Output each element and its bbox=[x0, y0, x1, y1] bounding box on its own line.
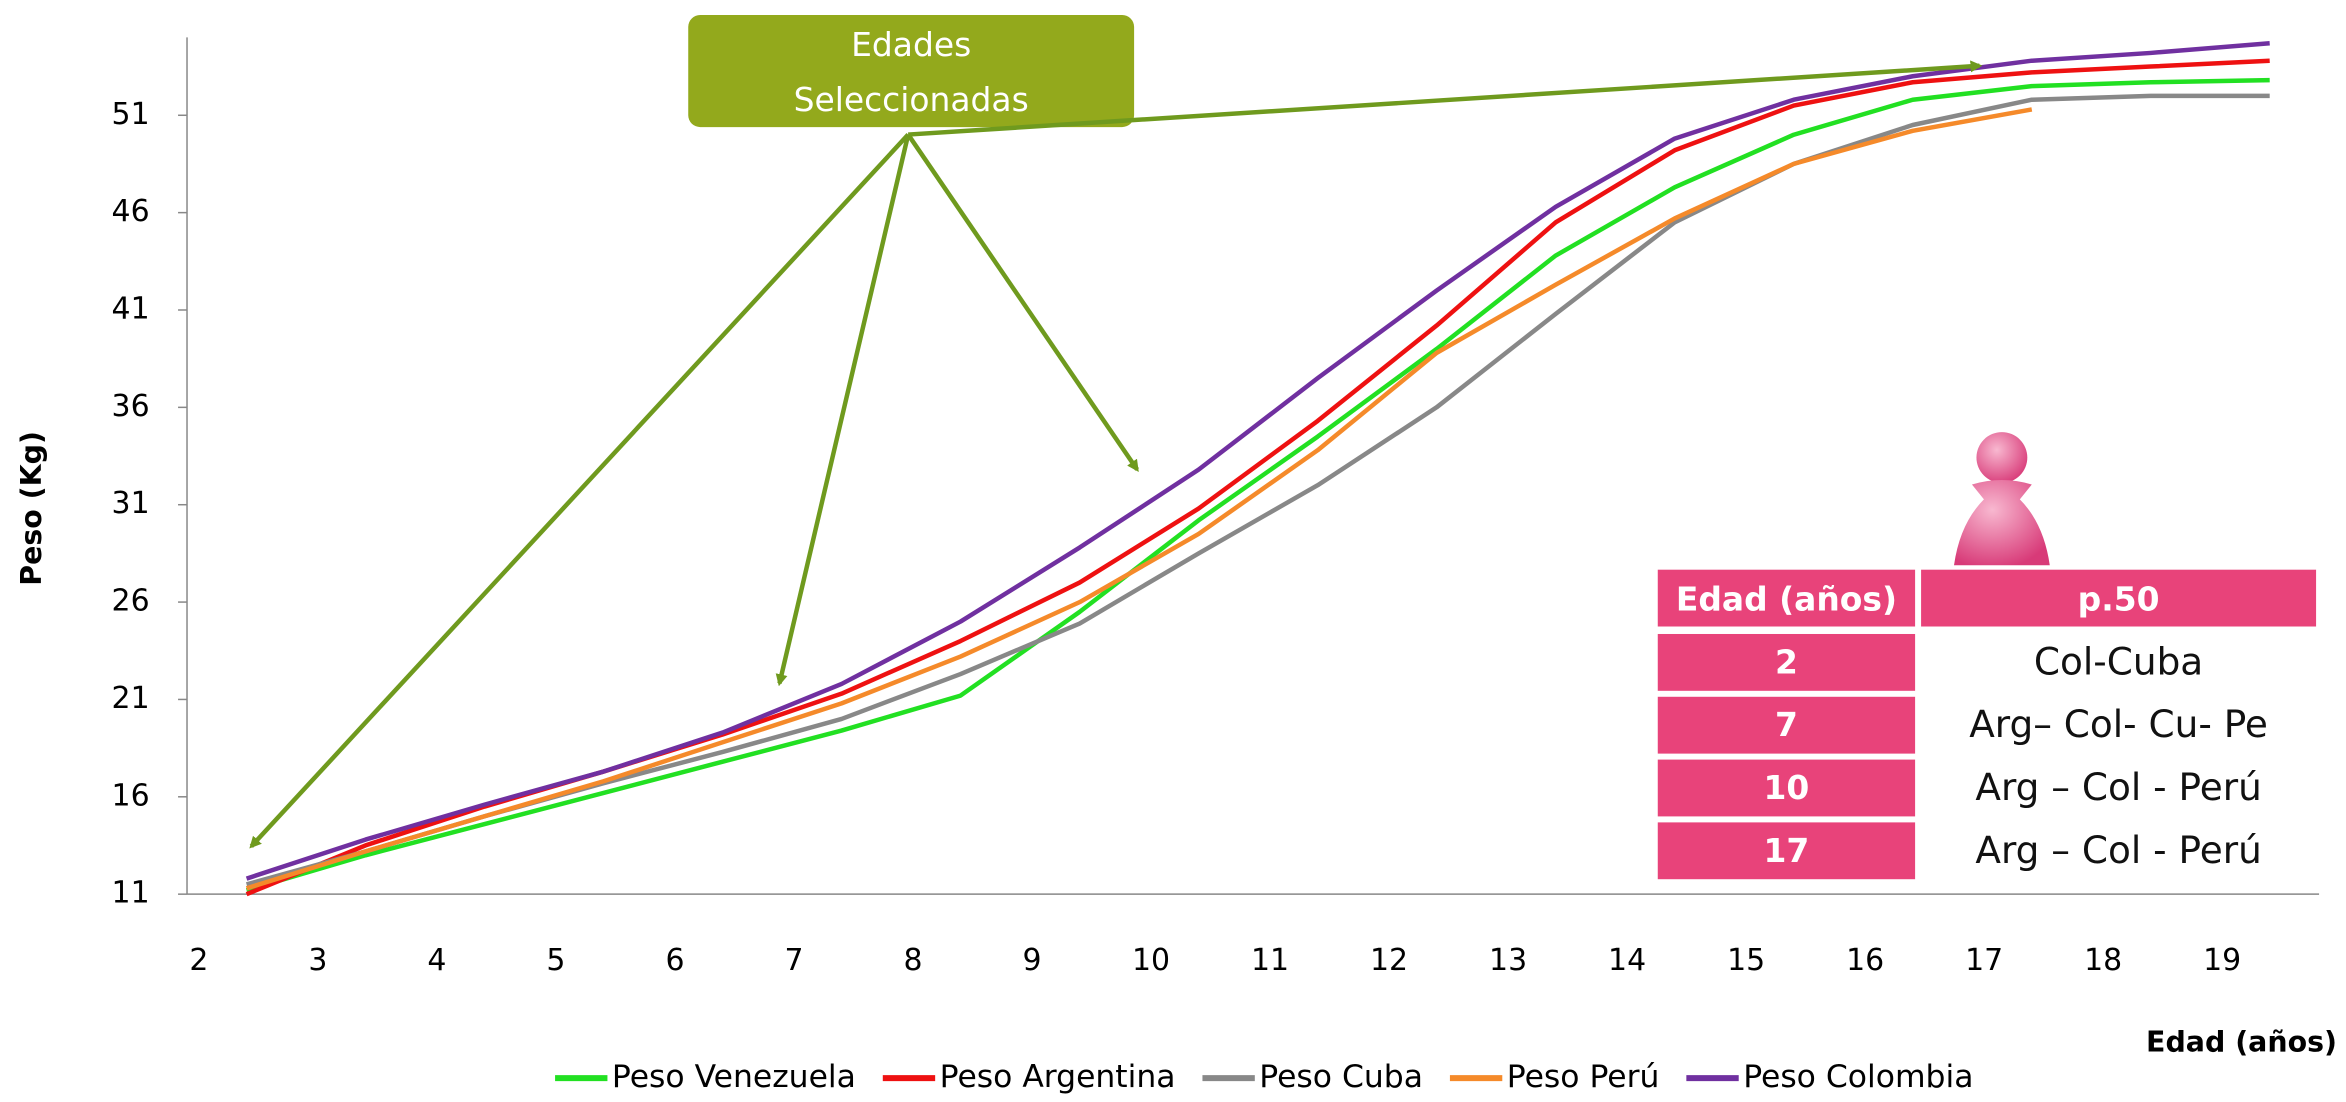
x-tick-label: 12 bbox=[1370, 943, 1408, 978]
table-cell bbox=[1657, 759, 1916, 817]
y-tick-label: 51 bbox=[112, 97, 150, 132]
legend-label: Peso Argentina bbox=[940, 1059, 1176, 1095]
y-tick-label: 21 bbox=[112, 681, 150, 716]
table-cell-text: Col-Cuba bbox=[2034, 639, 2203, 683]
x-tick-label: 13 bbox=[1489, 943, 1527, 978]
x-tick-label: 4 bbox=[427, 943, 446, 978]
table-cell-text: Arg – Col - Perú bbox=[1975, 828, 2261, 872]
table-cell-text: Arg– Col- Cu- Pe bbox=[1969, 702, 2268, 746]
pawn-icon bbox=[1954, 432, 2050, 566]
y-tick-label: 16 bbox=[112, 778, 150, 813]
table-header-cell bbox=[1657, 569, 1916, 627]
plot-area bbox=[245, 40, 2270, 897]
table-cell-text: 2 bbox=[1775, 642, 1798, 681]
x-tick-label: 10 bbox=[1132, 943, 1170, 978]
series-line bbox=[245, 107, 2033, 891]
legend: Peso Venezuela Peso Argentina Peso Cuba Pes… bbox=[555, 1059, 1973, 1095]
table-cell-text: Arg – Col - Perú bbox=[1975, 765, 2261, 809]
y-tick-label: 11 bbox=[112, 876, 150, 911]
legend-label: Peso Colombia bbox=[1743, 1059, 1973, 1095]
x-tick-label: 8 bbox=[903, 943, 922, 978]
y-axis-title: Peso (Kg) bbox=[15, 431, 48, 586]
table: Edad (años) p.50 2 Col-Cuba 7 Arg– Col- Cu- P… bbox=[1657, 569, 2317, 880]
y-tick-label: 41 bbox=[112, 291, 150, 326]
table-header: p.50 bbox=[2078, 580, 2160, 619]
table-cell-text: 10 bbox=[1764, 768, 1810, 807]
table-header-cell bbox=[1921, 569, 2317, 627]
x-axis-title: Edad (años) bbox=[2146, 1026, 2337, 1059]
series-line bbox=[245, 40, 2270, 881]
callout-text: Seleccionadas bbox=[794, 80, 1029, 119]
legend-label: Peso Cuba bbox=[1259, 1059, 1423, 1095]
y-tick-label: 36 bbox=[112, 389, 150, 424]
x-tick-label: 15 bbox=[1727, 943, 1765, 978]
x-tick-label: 7 bbox=[784, 943, 803, 978]
x-tick-label: 6 bbox=[665, 943, 684, 978]
y-tick-label: 46 bbox=[112, 194, 150, 229]
table-cell-text: 17 bbox=[1764, 831, 1810, 870]
x-tick-label: 16 bbox=[1846, 943, 1884, 978]
table-cell bbox=[1657, 633, 1916, 691]
table-cell bbox=[1657, 696, 1916, 754]
legend-label: Peso Venezuela bbox=[612, 1059, 856, 1095]
callout-arrows bbox=[249, 60, 1983, 849]
x-tick-label: 17 bbox=[1965, 943, 2003, 978]
callout-box bbox=[688, 14, 1135, 128]
x-tick-label: 5 bbox=[546, 943, 565, 978]
series-line bbox=[245, 77, 2270, 893]
x-tick-label: 3 bbox=[308, 943, 327, 978]
x-tick-label: 2 bbox=[189, 943, 208, 978]
table-cell-text: 7 bbox=[1775, 705, 1798, 744]
x-tick-label: 11 bbox=[1251, 943, 1289, 978]
callout-text: Edades bbox=[851, 25, 971, 64]
legend-label: Peso Perú bbox=[1507, 1059, 1660, 1095]
x-tick-label: 9 bbox=[1023, 943, 1042, 978]
x-tick-label: 18 bbox=[2084, 943, 2122, 978]
y-tick-label: 26 bbox=[112, 584, 150, 619]
x-tick-label: 19 bbox=[2203, 943, 2241, 978]
table-header: Edad (años) bbox=[1676, 580, 1897, 619]
table-cell bbox=[1657, 822, 1916, 880]
x-tick-label: 14 bbox=[1608, 943, 1646, 978]
y-tick-label: 31 bbox=[112, 486, 150, 521]
